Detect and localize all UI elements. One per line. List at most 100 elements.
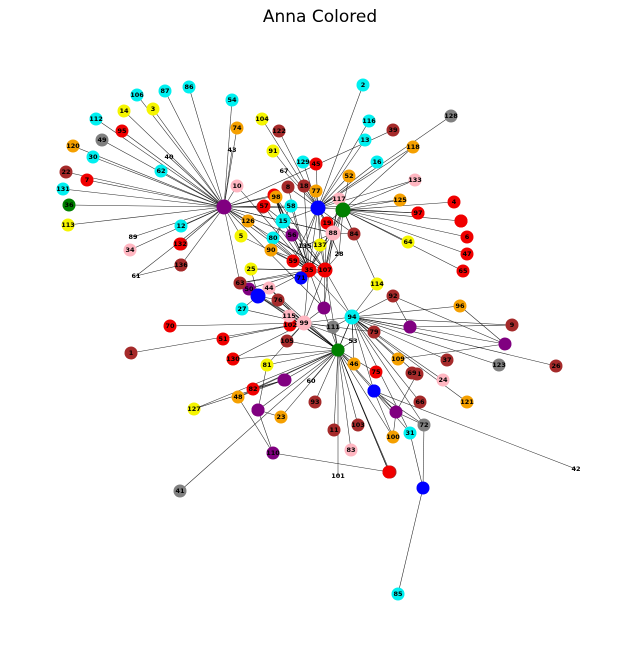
node-label: 132: [173, 240, 187, 248]
node-circle: [216, 199, 232, 215]
graph-node: [367, 384, 381, 398]
node-label: 81: [262, 361, 272, 369]
node-circle: [277, 373, 291, 387]
graph-edge: [223, 127, 238, 208]
graph-node: 116: [362, 114, 376, 128]
graph-node: 95: [115, 124, 129, 138]
node-circle: [344, 443, 358, 457]
node-label: 106: [130, 91, 144, 99]
graph-node: 103: [351, 418, 365, 432]
node-label: 71: [296, 274, 306, 282]
node-label: 62: [156, 167, 165, 175]
node-circle: [411, 206, 425, 220]
graph-edge: [342, 209, 419, 214]
graph-node: 133: [408, 173, 422, 187]
node-circle: [235, 302, 249, 316]
graph-edge: [351, 316, 375, 392]
graph-node: 135: [298, 242, 312, 250]
node-circle: [61, 218, 75, 232]
graph-node: 18: [297, 179, 311, 193]
node-circle: [447, 195, 461, 209]
graph-node: 7: [80, 173, 94, 187]
node-label: 104: [255, 115, 269, 123]
graph-node: 61: [131, 272, 141, 280]
graph-edge: [308, 209, 344, 271]
node-label: 2: [361, 81, 366, 89]
graph-node: 30: [86, 150, 100, 164]
node-label: 115: [282, 312, 296, 320]
node-label: 82: [248, 385, 257, 393]
node-label: 131: [56, 185, 70, 193]
node-label: 136: [174, 261, 188, 269]
graph-edge: [302, 161, 319, 209]
graph-edge: [188, 86, 225, 208]
node-label: 56: [287, 231, 297, 239]
graph-edge: [272, 237, 326, 271]
node-circle: [369, 365, 383, 379]
node-circle: [226, 352, 240, 366]
graph-edge: [342, 209, 409, 243]
graph-node: [277, 373, 291, 387]
graph-node: 82: [246, 382, 260, 396]
node-circle: [275, 213, 291, 229]
node-label: 7: [85, 176, 90, 184]
node-label: 46: [349, 360, 359, 368]
graph-node: 101: [331, 472, 345, 480]
graph-edge: [303, 269, 326, 324]
node-circle: [389, 405, 403, 419]
graph-node: 131: [56, 182, 70, 196]
node-circle: [440, 353, 454, 367]
node-circle: [158, 84, 172, 98]
node-circle: [454, 214, 468, 228]
node-circle: [309, 157, 323, 171]
graph-edge: [342, 209, 462, 222]
graph-node: 44: [262, 281, 276, 295]
node-circle: [370, 277, 384, 291]
node-label: 54: [227, 96, 237, 104]
graph-edge: [351, 316, 355, 365]
graph-edge: [86, 179, 225, 208]
graph-node: [317, 301, 331, 315]
node-label: 27: [237, 305, 246, 313]
graph-edge: [392, 295, 506, 345]
graph-edge: [152, 108, 225, 208]
node-circle: [264, 243, 278, 257]
node-label: 70: [165, 322, 175, 330]
node-circle: [317, 262, 333, 278]
graph-edge: [351, 316, 425, 426]
node-label: 6: [465, 233, 470, 241]
graph-node: 94: [344, 309, 360, 325]
graph-node: 34: [123, 243, 137, 257]
graph-edge: [283, 349, 339, 381]
node-label: 109: [391, 355, 405, 363]
graph-edge: [409, 432, 424, 489]
node-label: 117: [332, 195, 346, 203]
graph-node: 132: [173, 237, 187, 251]
graph-node: 63: [233, 276, 247, 290]
node-circle: [370, 155, 384, 169]
node-circle: [174, 258, 188, 272]
graph-node: 70: [163, 319, 177, 333]
graph-node: 86: [182, 80, 196, 94]
node-circle: [123, 243, 137, 257]
graph-edge: [337, 349, 375, 392]
node-label: 41: [175, 487, 185, 495]
node-label: 112: [89, 115, 103, 123]
graph-node: 91: [266, 144, 280, 158]
graph-edge: [351, 316, 513, 326]
graph-node: 46: [347, 357, 361, 371]
graph-node: 6: [460, 230, 474, 244]
graph-edge: [250, 268, 310, 271]
graph-node: 114: [370, 277, 384, 291]
node-label: 85: [393, 590, 403, 598]
node-label: 76: [273, 296, 283, 304]
node-label: 18: [299, 182, 309, 190]
graph-node: [216, 199, 232, 215]
node-label: 61: [131, 272, 141, 280]
graph-node: [454, 214, 468, 228]
graph-node: 106: [130, 88, 144, 102]
node-label: 26: [551, 362, 561, 370]
node-circle: [262, 281, 276, 295]
node-label: 96: [455, 302, 465, 310]
graph-node: [335, 202, 351, 218]
